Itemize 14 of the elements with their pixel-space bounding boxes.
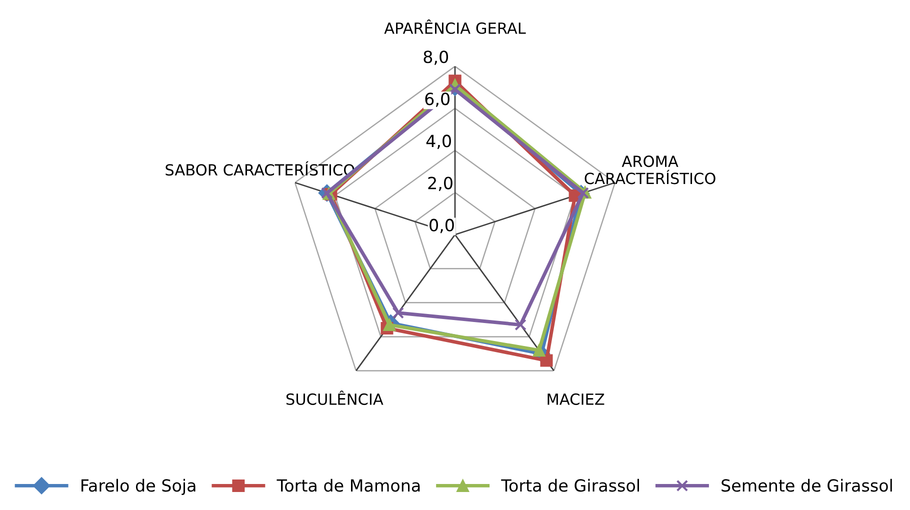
spoke-label: MACIEZ <box>548 393 604 405</box>
legend-label: Farelo de Soja <box>82 478 196 495</box>
y-tick-label: 2,0 <box>428 176 452 192</box>
spoke-label: SABOR CARACTERÍSTICO <box>166 161 354 176</box>
spoke-label: APARÊNCIA GERAL <box>384 20 526 34</box>
legend-label: Torta de Girassol <box>501 478 639 492</box>
y-tick-label: 0,0 <box>430 218 454 234</box>
spoke-label: SUCULÊNCIA <box>286 390 384 405</box>
y-tick-label: 4,0 <box>426 134 451 149</box>
y-tick-label: 8,0 <box>424 50 448 65</box>
legend-label: Semente de Girassol <box>722 478 892 492</box>
legend-label: Torta de Mamona <box>276 478 420 492</box>
y-tick-label: 6,0 <box>425 92 450 107</box>
spoke-label: AROMA CARACTERÍSTICO <box>584 156 716 184</box>
